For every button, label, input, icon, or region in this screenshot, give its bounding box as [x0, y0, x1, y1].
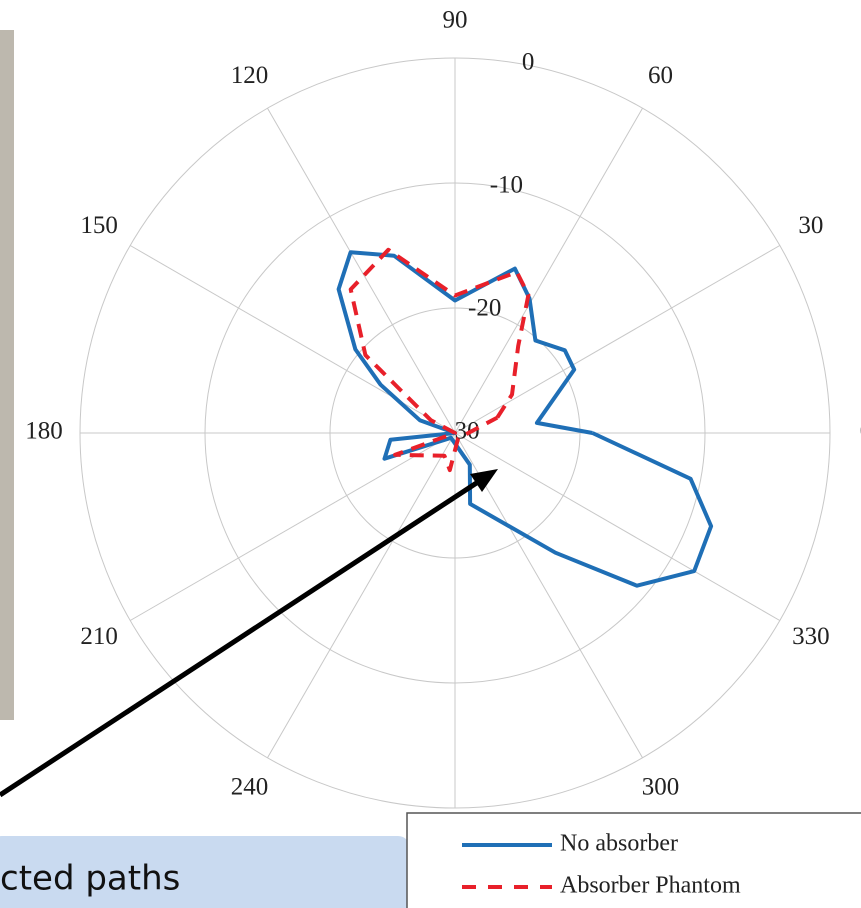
grid-spoke: [455, 108, 643, 433]
callout-text: cted paths: [0, 859, 180, 899]
arrow: [0, 482, 478, 795]
polar-plot: -30-20-100030609012015018021024027030033…: [25, 7, 861, 856]
theta-tick-label: 30: [798, 212, 823, 239]
theta-tick-label: 60: [648, 62, 673, 89]
theta-tick-label: 90: [443, 7, 468, 34]
chart: -30-20-100030609012015018021024027030033…: [0, 0, 861, 908]
theta-tick-label: 240: [231, 774, 269, 801]
grid-spoke: [130, 246, 455, 434]
theta-tick-label: 300: [642, 774, 680, 801]
r-tick-label: -10: [490, 172, 523, 199]
r-tick-label: 0: [522, 48, 535, 75]
arrow-head: [470, 469, 498, 492]
photo-edge: [0, 30, 14, 720]
legend-label: No absorber: [560, 831, 678, 857]
grid-spoke: [268, 433, 456, 758]
grid-spoke: [455, 433, 780, 621]
series-line: [351, 250, 529, 470]
grid-spoke: [268, 108, 456, 433]
theta-tick-label: 330: [792, 623, 830, 650]
theta-tick-label: 150: [80, 212, 118, 239]
theta-tick-label: 120: [231, 62, 269, 89]
theta-tick-label: 210: [80, 623, 118, 650]
r-tick-label: -20: [468, 295, 501, 322]
theta-tick-label: 180: [25, 418, 63, 445]
legend-label: Absorber Phantom: [560, 873, 741, 899]
